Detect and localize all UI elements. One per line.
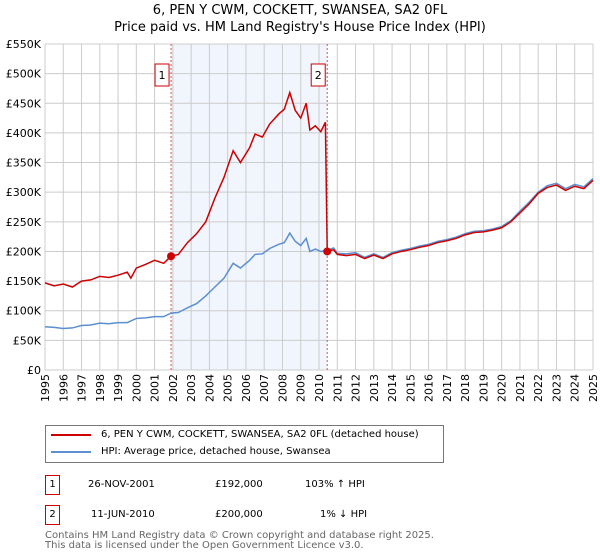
x-tick-label: 2010 [313, 374, 326, 402]
y-tick-label: £450K [6, 97, 42, 110]
x-tick-label: 2016 [423, 374, 436, 402]
chart-title: 6, PEN Y CWM, COCKETT, SWANSEA, SA2 0FL [152, 3, 448, 18]
shaded-period [171, 44, 328, 370]
sale-label-box [310, 63, 326, 87]
transaction-price: £200,000 [215, 509, 263, 520]
x-tick-label: 2011 [331, 374, 344, 402]
legend: 6, PEN Y CWM, COCKETT, SWANSEA, SA2 0FL … [45, 425, 444, 463]
x-tick-label: 2015 [404, 374, 417, 402]
x-tick-label: 2007 [258, 374, 271, 402]
x-tick-label: 2001 [149, 374, 162, 402]
x-tick-label: 2009 [295, 374, 308, 402]
footer-copyright: Contains HM Land Registry data © Crown c… [45, 530, 434, 541]
transaction-hpi: 103% ↑ HPI [305, 479, 365, 490]
y-tick-label: £100K [6, 305, 42, 318]
chart-subtitle: Price paid vs. HM Land Registry's House … [114, 20, 486, 35]
x-tick-label: 2022 [532, 374, 545, 402]
sale-label: 2 [315, 69, 322, 82]
x-tick-label: 1997 [76, 374, 89, 402]
hpi-line [44, 177, 594, 330]
y-tick-label: £500K [6, 68, 42, 81]
x-tick-label: 1999 [112, 374, 125, 402]
x-tick-label: 2003 [185, 374, 198, 402]
x-tick-label: 1995 [39, 374, 52, 402]
x-tick-label: 2018 [459, 374, 472, 402]
sale-label: 1 [159, 69, 166, 82]
price-paid-line [44, 90, 594, 288]
x-tick-label: 2013 [368, 374, 381, 402]
y-tick-label: £300K [6, 186, 42, 199]
x-tick-label: 2023 [550, 374, 563, 402]
x-tick-label: 2004 [203, 374, 216, 402]
transaction-price: £192,000 [215, 479, 263, 490]
y-tick-label: £400K [6, 127, 42, 140]
y-tick-label: £0 [27, 364, 41, 377]
price-chart: £0 £50K £100K £150K £200K £250K £300K £350K £400… [6, 38, 600, 402]
legend-swatch-red [51, 433, 91, 436]
transaction-row: 2 11-JUN-2010 £200,000 1% ↓ HPI [45, 505, 465, 525]
x-tick-label: 2000 [130, 374, 143, 402]
y-tick-label: £550K [6, 38, 42, 51]
transaction-date: 26-NOV-2001 [88, 479, 155, 490]
x-tick-label: 2005 [222, 374, 235, 402]
x-tick-label: 2006 [240, 374, 253, 402]
x-tick-label: 2020 [496, 374, 509, 402]
x-tick-label: 2024 [569, 374, 582, 402]
x-tick-label: 2002 [167, 374, 180, 402]
x-tick-label: 1998 [94, 374, 107, 402]
sale-point [323, 247, 332, 256]
x-tick-label: 2021 [514, 374, 527, 402]
legend-swatch-blue [51, 450, 91, 453]
y-tick-label: £50K [13, 334, 42, 347]
x-tick-label: 1996 [57, 374, 70, 402]
transaction-badge: 2 [45, 505, 60, 525]
x-tick-label: 2014 [386, 374, 399, 402]
x-tick-label: 2012 [350, 374, 363, 402]
sale-point [167, 252, 176, 261]
transaction-row: 1 26-NOV-2001 £192,000 103% ↑ HPI [45, 475, 465, 495]
legend-item-property: 6, PEN Y CWM, COCKETT, SWANSEA, SA2 0FL … [51, 429, 419, 440]
y-tick-label: £150K [6, 275, 42, 288]
x-tick-label: 2025 [587, 374, 600, 402]
x-tick-label: 2017 [441, 374, 454, 402]
transaction-date: 11-JUN-2010 [91, 509, 155, 520]
transaction-hpi: 1% ↓ HPI [320, 509, 368, 520]
legend-item-hpi: HPI: Average price, detached house, Swan… [51, 446, 331, 457]
x-tick-label: 2019 [477, 374, 490, 402]
sale-label-box [154, 63, 170, 87]
transaction-badge: 1 [45, 475, 60, 495]
y-tick-label: £200K [6, 245, 42, 258]
legend-label: 6, PEN Y CWM, COCKETT, SWANSEA, SA2 0FL … [101, 429, 419, 440]
y-tick-label: £350K [6, 157, 42, 170]
footer: Contains HM Land Registry data © Crown c… [45, 531, 434, 551]
legend-label: HPI: Average price, detached house, Swan… [101, 446, 331, 457]
footer-licence: This data is licensed under the Open Gov… [45, 540, 364, 551]
x-tick-label: 2008 [276, 374, 289, 402]
y-tick-label: £250K [6, 216, 42, 229]
